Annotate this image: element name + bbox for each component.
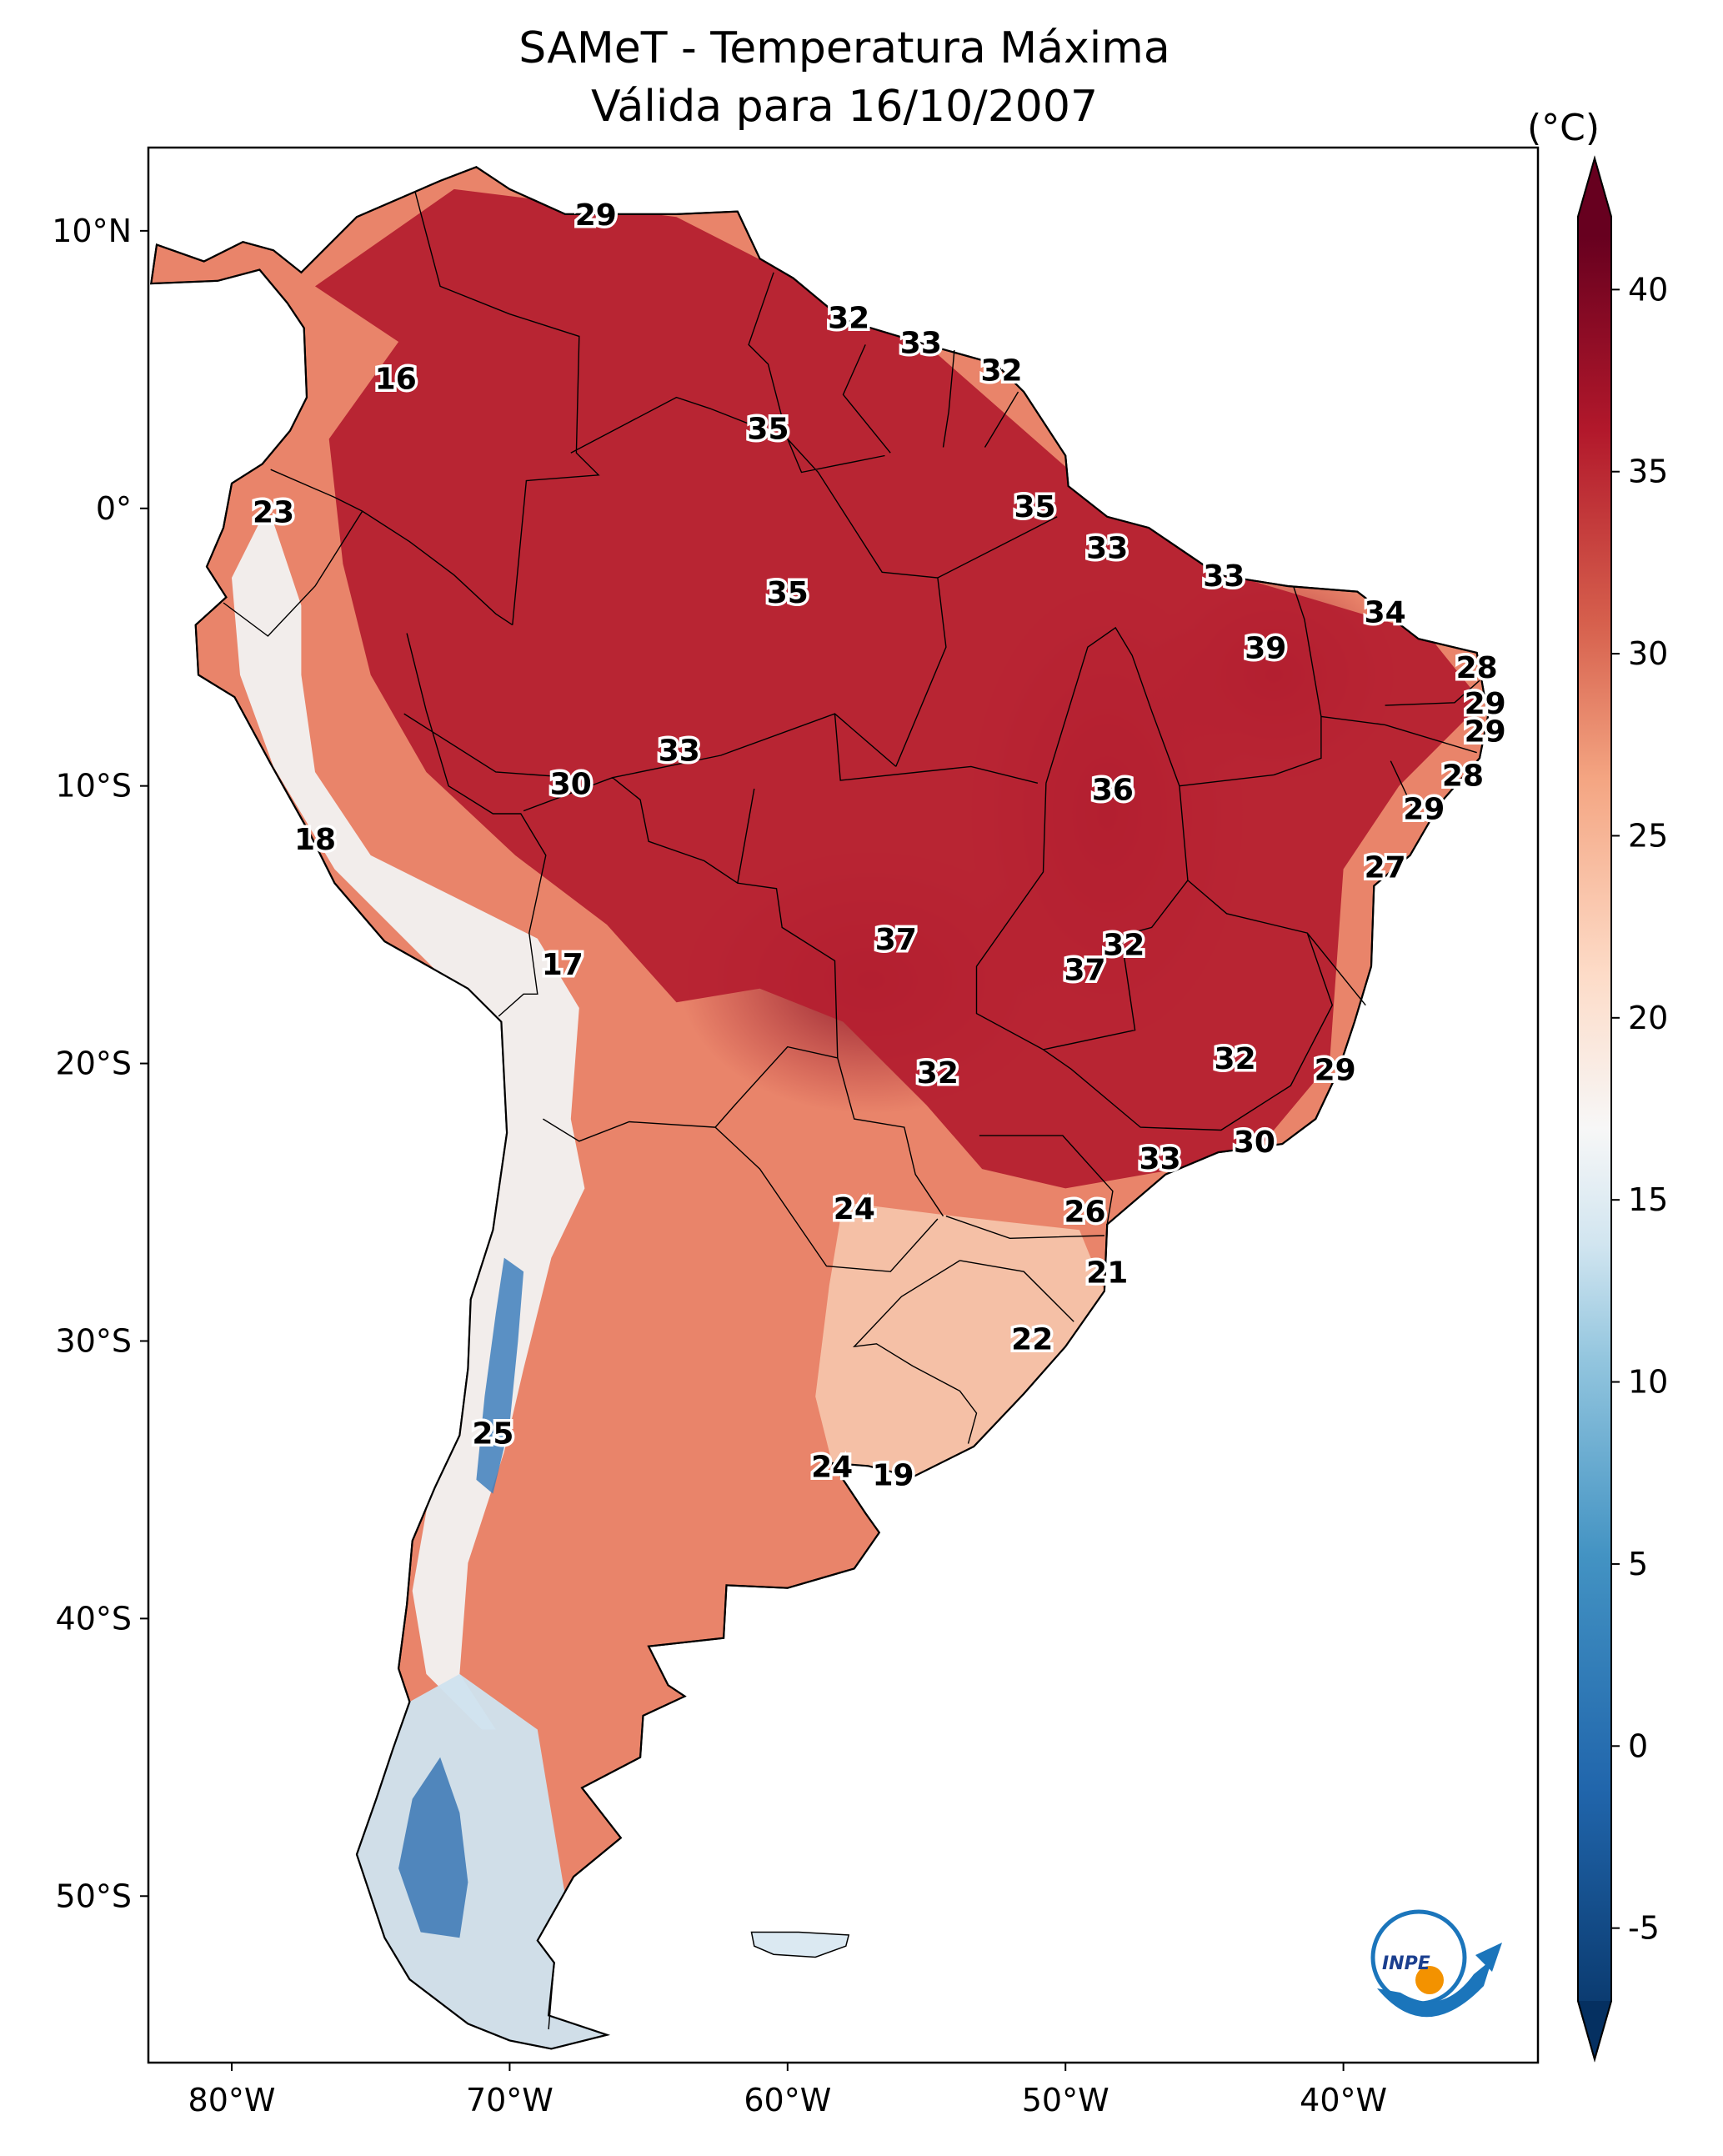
colorbar-tick-label: 25 — [1628, 817, 1668, 854]
capital-temperature-label: 16 — [375, 363, 417, 397]
colorbar-outline — [1577, 155, 1612, 2063]
capital-temperature-label: 29 — [1465, 714, 1506, 749]
logo-arrow-icon — [1475, 1943, 1502, 1972]
longitude-axis: 80°W 70°W 60°W 50°W 40°W — [188, 2063, 1387, 2118]
colorbar-tick-label: 40 — [1628, 271, 1668, 308]
capital-temperature-label: 24 — [834, 1192, 875, 1226]
capital-temperature-label: 30 — [550, 768, 592, 802]
capital-temperature-label: 29 — [575, 198, 617, 233]
capital-temperature-label: 33 — [900, 326, 942, 360]
capital-temperature-label: 35 — [747, 413, 789, 447]
capital-temperature-label: 19 — [872, 1459, 914, 1493]
colorbar-ticks: -5 0 5 10 15 20 25 30 35 40 — [1611, 271, 1668, 1947]
logo-text: INPE — [1382, 1953, 1430, 1974]
colorbar-extend-min — [1578, 2001, 1611, 2059]
capital-temperature-label: 33 — [1203, 559, 1245, 594]
colorbar-unit: (°C) — [1527, 107, 1600, 149]
colorbar-scale — [1577, 155, 1612, 2063]
capital-temperature-label: 36 — [1092, 773, 1134, 807]
logo-sun-icon — [1415, 1966, 1444, 1994]
capital-temperature-label: 39 — [1245, 632, 1286, 666]
capital-temperature-label: 34 — [1365, 595, 1406, 629]
lon-tick-label: 80°W — [188, 2082, 276, 2118]
lat-tick-label: 50°S — [56, 1878, 132, 1914]
capital-temperature-label: 24 — [811, 1451, 853, 1485]
capital-temperature-label: 35 — [767, 576, 809, 610]
capital-temperature-label: 32 — [917, 1056, 959, 1091]
lat-tick-label: 0° — [96, 490, 132, 527]
falkland-islands — [750, 1931, 850, 1958]
lat-tick-label: 40°S — [56, 1600, 132, 1637]
capital-temperature-label: 29 — [1315, 1054, 1356, 1088]
colorbar-tick-label: 15 — [1628, 1181, 1668, 1218]
colorbar: -5 0 5 10 15 20 25 30 35 40 — [1577, 155, 1668, 2063]
capital-temperature-label: 32 — [828, 301, 869, 335]
lon-tick-label: 60°W — [744, 2082, 831, 2118]
capital-temperature-label: 28 — [1442, 760, 1484, 794]
lon-tick-label: 50°W — [1022, 2082, 1109, 2118]
capital-temperature-label: 33 — [1086, 532, 1128, 566]
capital-temperature-label: 29 — [1465, 687, 1506, 721]
colorbar-tick-label: -5 — [1628, 1910, 1660, 1947]
map-title-line2: Válida para 16/10/2007 — [590, 82, 1099, 132]
capital-temperature-label: 33 — [1139, 1142, 1181, 1176]
colorbar-tick-label: 30 — [1628, 635, 1668, 672]
capital-temperature-label: 17 — [542, 948, 584, 982]
latitude-axis: 10°N 0° 10°S 20°S 30°S 40°S 50°S — [52, 213, 148, 1914]
inpe-logo: INPE — [1370, 1909, 1502, 2018]
lat-tick-label: 10°S — [56, 768, 132, 805]
capital-temperature-label: 23 — [253, 495, 294, 529]
capital-temperature-label: 21 — [1086, 1256, 1128, 1291]
capital-temperature-label: 32 — [980, 354, 1022, 389]
lat-tick-label: 20°S — [56, 1045, 132, 1082]
lat-tick-label: 30°S — [56, 1322, 132, 1359]
capital-temperature-label: 30 — [1234, 1126, 1275, 1160]
colorbar-tick-label: 0 — [1628, 1727, 1648, 1764]
colorbar-tick-label: 20 — [1628, 1000, 1668, 1036]
capital-temperature-label: 37 — [875, 923, 917, 957]
capital-temperature-label: 29 — [1403, 793, 1445, 827]
capital-temperature-label: 22 — [1011, 1322, 1053, 1356]
colorbar-tick-label: 10 — [1628, 1364, 1668, 1401]
lat-tick-label: 10°N — [52, 213, 132, 249]
lon-tick-label: 70°W — [466, 2082, 553, 2118]
capital-temperature-label: 35 — [1014, 490, 1055, 524]
capital-temperature-label: 28 — [1456, 651, 1498, 685]
state-borders — [223, 192, 1480, 2030]
map-title-line1: SAMeT - Temperatura Máxima — [518, 23, 1170, 73]
capital-temperature-label: 37 — [1064, 954, 1106, 988]
logo-swoosh-icon — [1377, 1959, 1492, 2018]
lon-tick-label: 40°W — [1300, 2082, 1387, 2118]
capital-temperature-label: 27 — [1365, 851, 1406, 885]
capital-temperature-label: 26 — [1064, 1195, 1106, 1229]
capital-temperature-label: 32 — [1215, 1042, 1256, 1076]
capital-temperature-label: 33 — [659, 735, 700, 769]
colorbar-tick-label: 35 — [1628, 454, 1668, 490]
land-temperature-field — [150, 166, 1490, 2050]
capital-temperature-label: 32 — [1103, 929, 1144, 963]
colorbar-extend-max — [1578, 158, 1611, 217]
capital-temperature-label: 18 — [294, 823, 336, 857]
capital-temperature-label: 25 — [472, 1417, 513, 1452]
colorbar-tick-label: 5 — [1628, 1546, 1648, 1582]
